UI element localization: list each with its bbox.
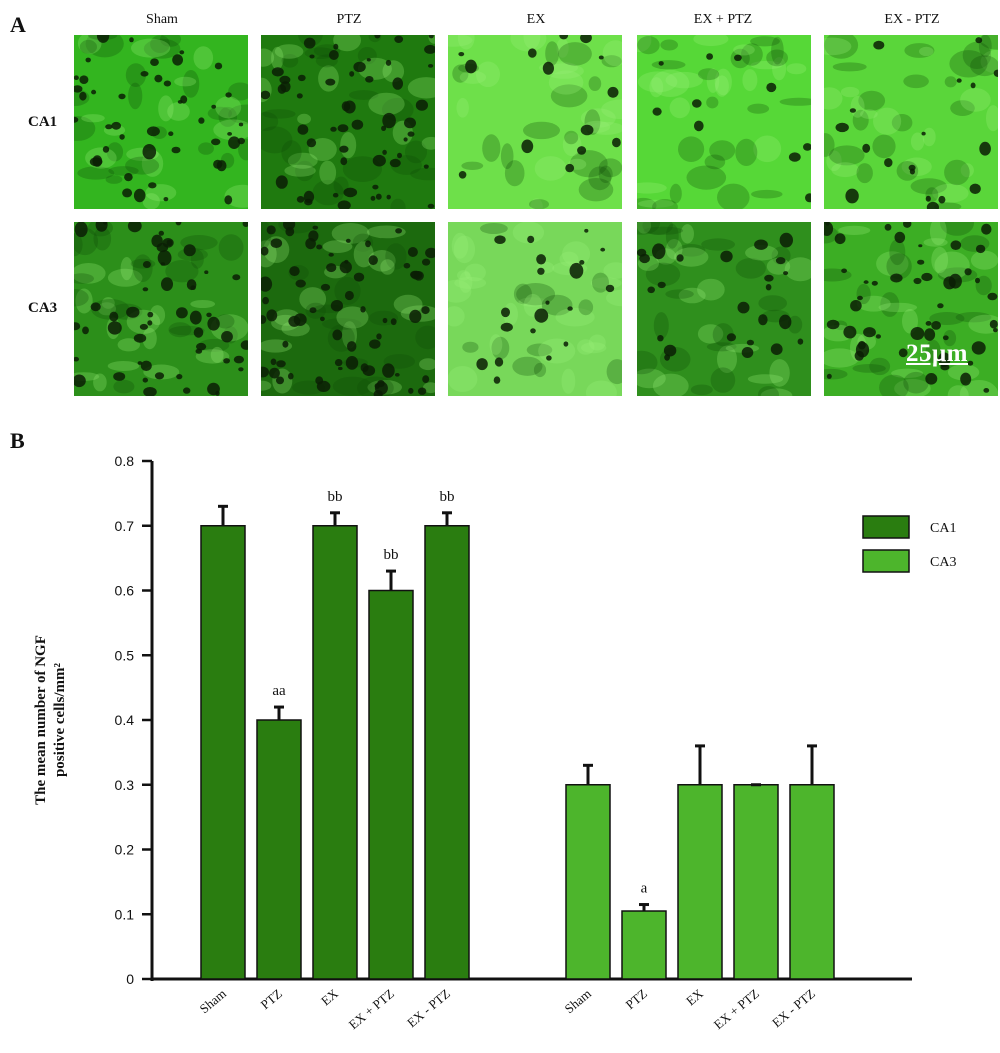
y-tick-label: 0.2 xyxy=(115,842,135,858)
column-title-ex: EX xyxy=(526,12,546,27)
bar-ca3 xyxy=(733,784,779,980)
row-label-ca1: CA1 xyxy=(28,114,58,130)
x-tick-label: EX - PTZ xyxy=(769,986,818,1030)
micrograph-ca1-1 xyxy=(74,35,248,209)
micrograph-ca3-3 xyxy=(448,222,622,396)
significance-label: bb xyxy=(328,489,343,505)
micrograph-ca3-4 xyxy=(637,222,811,396)
x-tick-label: EX + PTZ xyxy=(346,986,397,1032)
bar-ca3 xyxy=(677,784,723,980)
y-tick-label: 0.1 xyxy=(115,906,135,922)
bar-ca3 xyxy=(565,784,611,980)
micrograph-ca1-5 xyxy=(824,35,998,209)
column-title-sham: Sham xyxy=(146,12,178,27)
bar-ca1 xyxy=(200,525,246,980)
bar-ca1 xyxy=(424,525,470,980)
legend-label-ca1: CA1 xyxy=(930,521,956,536)
y-axis-label: The mean number of NGF positive cells/mm² xyxy=(33,635,68,805)
legend-swatch-ca3 xyxy=(862,549,910,573)
bar-ca3 xyxy=(789,784,835,980)
micrograph-ca3-1 xyxy=(74,222,248,396)
significance-label: bb xyxy=(384,547,399,563)
significance-label: bb xyxy=(440,489,455,505)
y-tick-label: 0 xyxy=(126,971,134,987)
x-tick-label: PTZ xyxy=(258,986,285,1012)
bar-ca1 xyxy=(368,589,414,980)
bar-ca1 xyxy=(312,525,358,980)
x-tick-label: Sham xyxy=(197,986,229,1017)
y-tick-label: 0.5 xyxy=(115,647,135,663)
micrograph-ca1-4 xyxy=(637,35,811,209)
x-tick-label: EX + PTZ xyxy=(711,986,762,1032)
y-tick-label: 0.8 xyxy=(115,453,135,469)
scale-bar-label: 25μm xyxy=(906,340,968,367)
micrograph-ca1-3 xyxy=(448,35,622,209)
y-tick-label: 0.3 xyxy=(115,777,135,793)
y-tick-label: 0.6 xyxy=(115,583,135,599)
micrograph-ca3-2 xyxy=(261,222,435,396)
y-tick-label: 0.7 xyxy=(115,518,135,534)
panel-a-letter: A xyxy=(10,12,26,37)
x-tick-label: EX - PTZ xyxy=(404,986,453,1030)
legend-swatch-ca1 xyxy=(862,515,910,539)
x-tick-label: EX xyxy=(683,985,706,1008)
bar-ca3 xyxy=(621,910,667,980)
micrograph-ca3-5 xyxy=(824,222,998,396)
x-tick-label: Sham xyxy=(562,986,594,1017)
x-tick-label: PTZ xyxy=(623,986,650,1012)
ngf-bar-chart: 0 0.1 0.2 0.3 0.4 0.5 0.6 0.7 0.8 The mean number… xyxy=(33,453,956,1032)
x-tick-label: EX xyxy=(318,985,341,1008)
column-title-ptz: PTZ xyxy=(336,12,362,27)
significance-label: aa xyxy=(272,683,286,699)
column-title-ex-plus-ptz: EX + PTZ xyxy=(693,12,753,27)
row-label-ca3: CA3 xyxy=(28,300,58,316)
micrograph-ca1-2 xyxy=(261,35,435,209)
y-tick-label: 0.4 xyxy=(115,712,135,728)
panel-b-letter: B xyxy=(10,428,25,453)
significance-label: a xyxy=(641,881,648,897)
legend-label-ca3: CA3 xyxy=(930,555,956,570)
column-title-ex-minus-ptz: EX - PTZ xyxy=(884,12,940,27)
bar-ca1 xyxy=(256,719,302,980)
